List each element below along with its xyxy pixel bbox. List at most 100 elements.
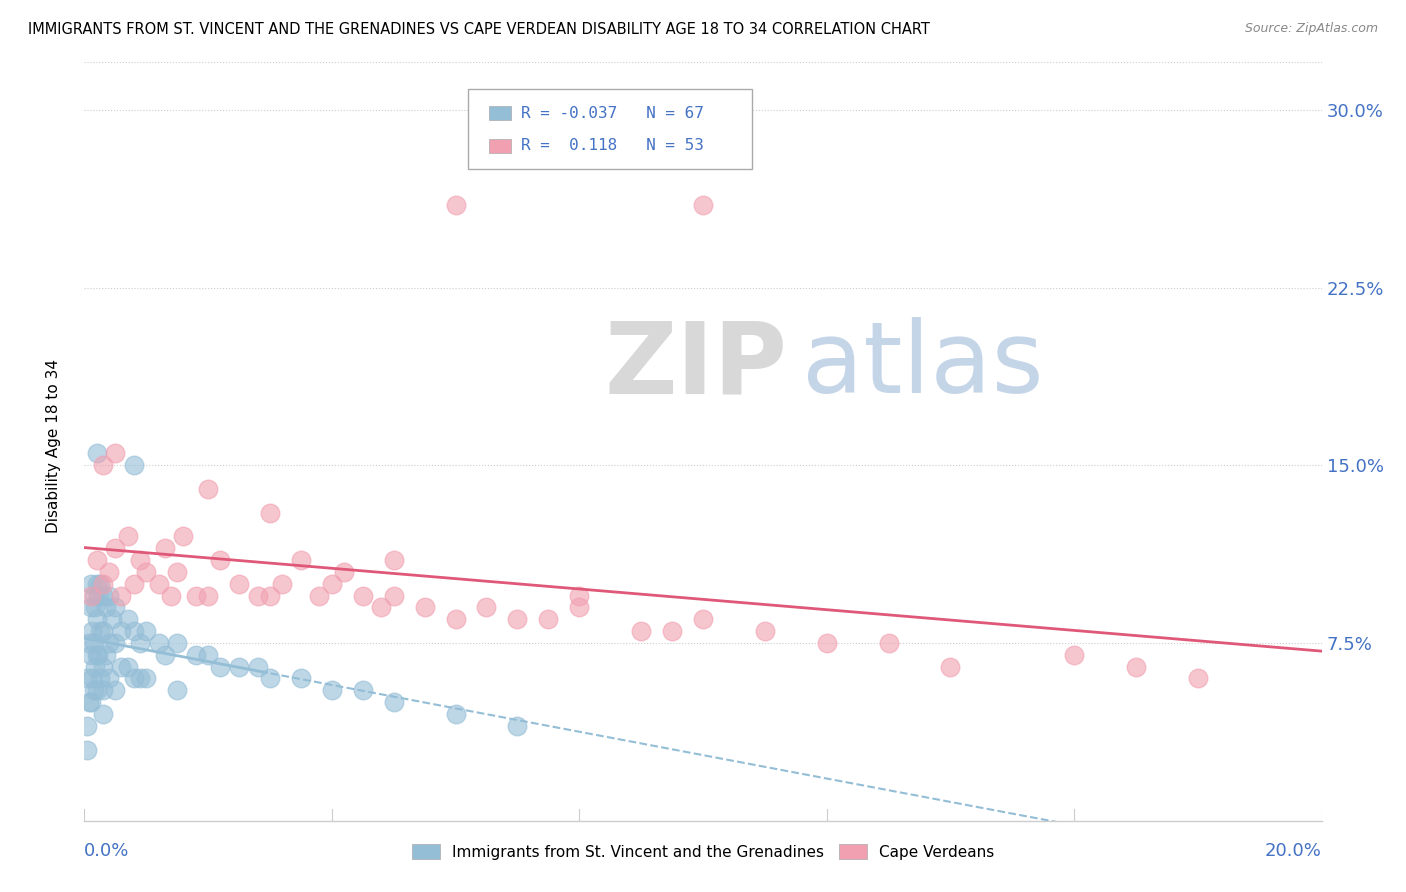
Point (91, 576, 114, 591)
Point (661, 624, 683, 639)
Point (91, 624, 114, 639)
Point (382, 589, 405, 603)
Point (79, 648, 101, 662)
Point (104, 683, 127, 698)
Point (475, 600, 498, 615)
Point (148, 636, 170, 650)
Point (1125, 659, 1147, 673)
Point (76, 742, 98, 756)
Point (692, 197, 714, 211)
Point (86, 648, 108, 662)
Point (129, 672, 152, 686)
Point (80, 624, 103, 639)
Text: Source: ZipAtlas.com: Source: ZipAtlas.com (1244, 22, 1378, 36)
Point (110, 589, 132, 603)
Point (83, 683, 105, 698)
Point (630, 624, 652, 639)
Point (94, 648, 117, 662)
Point (98, 636, 121, 650)
Point (79, 576, 101, 591)
Point (117, 612, 139, 626)
Point (197, 648, 219, 662)
Text: atlas: atlas (801, 318, 1043, 414)
Point (1187, 672, 1209, 686)
Point (506, 719, 529, 733)
Text: Disability Age 18 to 34: Disability Age 18 to 34 (46, 359, 60, 533)
Point (79, 695, 101, 709)
Point (91, 659, 114, 673)
Point (537, 612, 560, 626)
Point (76, 719, 98, 733)
Point (117, 529, 139, 543)
Point (1063, 648, 1085, 662)
Point (370, 600, 392, 615)
Point (184, 648, 207, 662)
Point (209, 553, 232, 567)
Point (444, 612, 467, 626)
Point (135, 672, 157, 686)
Point (86, 553, 108, 567)
Point (122, 458, 145, 473)
Point (104, 541, 127, 556)
Point (86, 612, 108, 626)
Point (153, 541, 176, 556)
Point (259, 672, 281, 686)
Point (135, 624, 157, 639)
FancyBboxPatch shape (489, 106, 512, 120)
Point (382, 553, 405, 567)
Point (84, 659, 107, 673)
Point (122, 672, 145, 686)
Point (333, 565, 356, 579)
Point (89, 624, 111, 639)
Point (271, 576, 294, 591)
Point (382, 695, 405, 709)
Point (98, 589, 121, 603)
Point (110, 624, 132, 639)
Point (197, 482, 219, 496)
Point (83, 636, 105, 650)
Point (166, 636, 188, 650)
Point (939, 659, 962, 673)
Point (86, 683, 108, 698)
Point (79, 600, 101, 615)
Point (89, 576, 111, 591)
Point (160, 589, 183, 603)
Point (352, 589, 374, 603)
Point (129, 636, 152, 650)
Point (815, 636, 838, 650)
Point (129, 553, 152, 567)
Text: 0.0%: 0.0% (84, 842, 129, 860)
Point (444, 197, 467, 211)
Point (308, 589, 330, 603)
Point (87, 589, 110, 603)
Point (197, 589, 219, 603)
Text: R = -0.037   N = 67: R = -0.037 N = 67 (522, 106, 704, 120)
Point (321, 576, 343, 591)
Point (184, 589, 207, 603)
Point (91, 683, 114, 698)
Point (228, 659, 250, 673)
Point (117, 659, 139, 673)
Point (166, 565, 188, 579)
Point (290, 553, 312, 567)
Point (83, 589, 105, 603)
Point (568, 589, 591, 603)
Point (209, 659, 232, 673)
Point (228, 576, 250, 591)
Point (166, 683, 188, 698)
Point (76, 672, 98, 686)
Point (79, 636, 101, 650)
Point (86, 576, 108, 591)
Point (110, 659, 132, 673)
Point (246, 589, 269, 603)
Point (568, 600, 591, 615)
FancyBboxPatch shape (489, 139, 512, 153)
Point (91, 706, 114, 721)
Point (122, 624, 145, 639)
Point (259, 589, 281, 603)
Point (135, 565, 157, 579)
Point (352, 683, 374, 698)
Text: 20.0%: 20.0% (1265, 842, 1322, 860)
Point (754, 624, 776, 639)
Point (104, 600, 127, 615)
